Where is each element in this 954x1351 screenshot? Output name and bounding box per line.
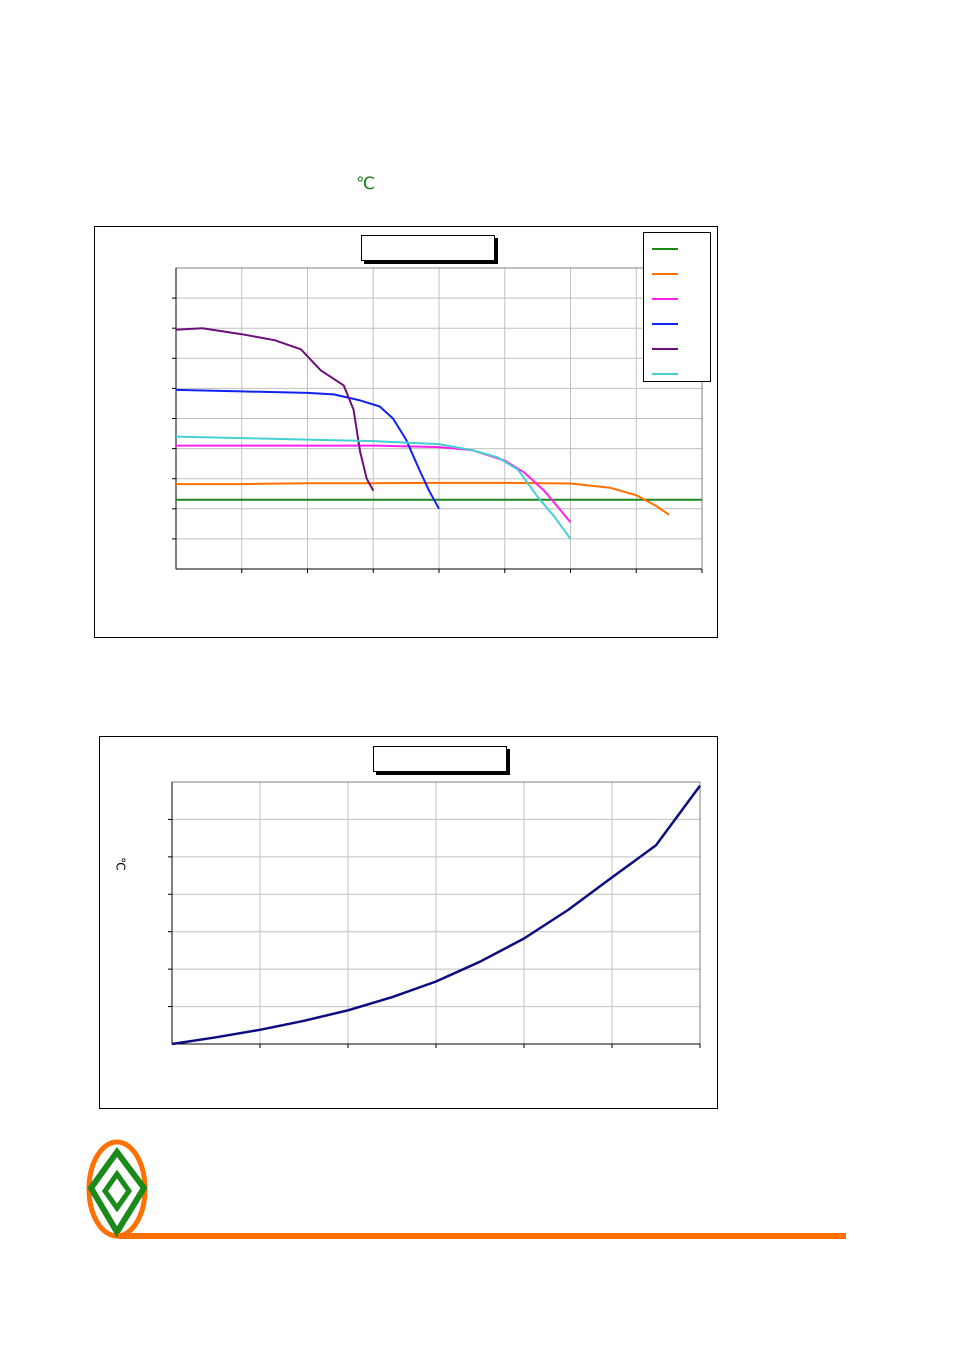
chart-1-series-line-4 bbox=[175, 388, 440, 510]
chart-2-series-line-1 bbox=[171, 784, 702, 1046]
legend-swatch-series-4 bbox=[652, 323, 678, 325]
legend-swatch-series-5 bbox=[652, 348, 678, 350]
legend-swatch-series-6 bbox=[652, 373, 678, 375]
chart-1-title bbox=[361, 235, 495, 261]
chart-1-frame bbox=[94, 226, 718, 638]
legend-item-series-1 bbox=[652, 243, 708, 255]
chart-1-series-line-5 bbox=[175, 327, 375, 492]
unit-symbol: ℃ bbox=[356, 174, 376, 194]
legend-item-series-4 bbox=[652, 318, 708, 330]
chart-1-series-line-6 bbox=[175, 435, 572, 540]
company-logo-icon bbox=[86, 1139, 148, 1239]
legend-swatch-series-1 bbox=[652, 248, 678, 250]
legend-swatch-series-2 bbox=[652, 273, 678, 275]
chart-2-title bbox=[373, 746, 507, 772]
legend-item-series-6 bbox=[652, 368, 708, 380]
chart-2-frame: ℃ bbox=[99, 736, 718, 1109]
chart-1-plot bbox=[172, 267, 703, 573]
legend-item-series-5 bbox=[652, 343, 708, 355]
legend-item-series-3 bbox=[652, 293, 708, 305]
legend-swatch-series-3 bbox=[652, 298, 678, 300]
chart-1-legend bbox=[643, 232, 711, 382]
legend-item-series-2 bbox=[652, 268, 708, 280]
chart-1-series-line-2 bbox=[176, 481, 670, 516]
chart-2-plot bbox=[168, 781, 702, 1048]
chart-2-y-axis-label: ℃ bbox=[113, 857, 128, 871]
footer-divider bbox=[118, 1233, 846, 1239]
